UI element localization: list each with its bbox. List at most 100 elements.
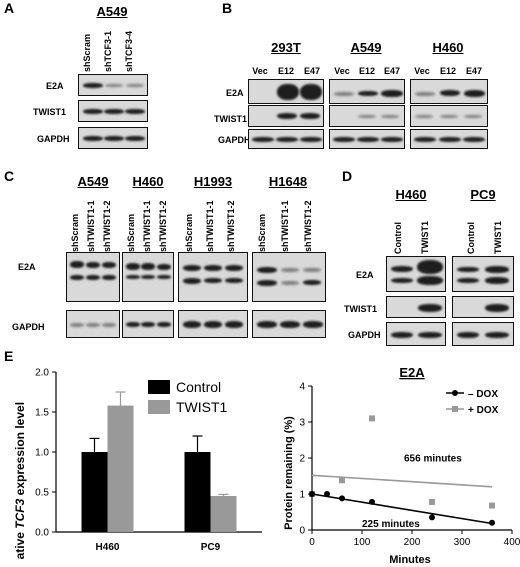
panel-b-lane-label: E12 bbox=[277, 66, 294, 76]
blot-d-pc9-e2a bbox=[452, 256, 514, 292]
bar-y-tick-label: 1.5 bbox=[35, 408, 49, 419]
data-point bbox=[309, 491, 315, 497]
decay-x-tick-label: 200 bbox=[404, 537, 421, 548]
bar-category-label: H460 bbox=[96, 542, 120, 553]
blot-d-h460-gapdh bbox=[386, 322, 446, 346]
data-point bbox=[489, 519, 495, 526]
legend-swatch bbox=[148, 380, 170, 394]
blot-c-h460-gapdh bbox=[122, 310, 174, 338]
panel-a-cell-line: A549 bbox=[96, 4, 128, 19]
blot-d-pc9-twist1 bbox=[452, 296, 514, 318]
panel-b-cell-line: A549 bbox=[350, 40, 382, 55]
panel-label-d: D bbox=[342, 168, 353, 184]
data-point bbox=[429, 498, 435, 505]
bar bbox=[107, 405, 134, 532]
blot-a-twist1 bbox=[78, 100, 148, 122]
blot-d-h460-twist1 bbox=[386, 296, 446, 318]
decay-y-tick-label: 2 bbox=[299, 454, 305, 465]
blot-c-a549-gapdh bbox=[66, 310, 120, 338]
decay-x-tick-label: 300 bbox=[454, 537, 471, 548]
decay-chart-x-axis-label: Minutes bbox=[389, 554, 431, 566]
tcf3-expression-bar-chart: Relative TCF3 expression level 0.0 0.5 1.0… bbox=[13, 368, 262, 560]
blot-b-h460-gapdh bbox=[410, 129, 488, 149]
decay-y-tick-label: 0 bbox=[299, 526, 305, 537]
blot-b-293t-twist1 bbox=[248, 105, 324, 127]
panel-d-row-label: GAPDH bbox=[348, 330, 381, 340]
half-life-annotation: 225 minutes bbox=[362, 519, 420, 530]
panel-d-lane-label: Control bbox=[466, 222, 476, 254]
decay-y-tick-label: 1 bbox=[299, 490, 305, 501]
panel-b-lane-label: E47 bbox=[383, 66, 400, 76]
panel-c-lane-label: shTWIST1-1 bbox=[280, 200, 290, 252]
panel-b-lane-label: E12 bbox=[358, 66, 375, 76]
y-label-gene: TCF3 bbox=[13, 498, 27, 528]
bar-y-tick-label: 0.0 bbox=[35, 528, 49, 539]
blot-d-pc9-gapdh bbox=[452, 322, 514, 346]
panel-b-lane-label: Vec bbox=[252, 66, 268, 76]
panel-b-row-label: GAPDH bbox=[218, 135, 251, 145]
data-point bbox=[339, 495, 345, 502]
legend-marker bbox=[452, 390, 458, 396]
panel-c-cell-line: A549 bbox=[77, 174, 109, 189]
blot-c-h460-e2a bbox=[122, 252, 174, 302]
decay-x-tick-label: 0 bbox=[309, 537, 315, 548]
panel-d-cell-line: PC9 bbox=[470, 187, 496, 202]
legend-label: + DOX bbox=[468, 405, 499, 416]
panel-a-lane-label: shScram bbox=[82, 33, 92, 72]
panel-c-cell-line: H1648 bbox=[268, 174, 308, 189]
panel-c-lane-label: shTWIST1-1 bbox=[205, 200, 215, 252]
data-point bbox=[429, 514, 435, 521]
panel-b-cell-line: 293T bbox=[271, 40, 301, 55]
e2a-decay-scatter-plot: E2A Protein remaining (%) Minutes 012340… bbox=[283, 365, 520, 566]
panel-c-lane-label: shTWIST1-2 bbox=[226, 200, 236, 252]
decay-chart-y-axis-label: Protein remaining (%) bbox=[283, 416, 295, 530]
y-label-part: expression level bbox=[13, 402, 27, 499]
panel-b-row-label: TWIST1 bbox=[214, 114, 247, 124]
panel-d-lane-label: TWIST1 bbox=[420, 221, 430, 254]
data-point bbox=[369, 498, 375, 505]
data-point bbox=[369, 415, 375, 422]
bar-y-tick-label: 1.0 bbox=[35, 448, 49, 459]
bar bbox=[210, 496, 237, 532]
blot-a-e2a bbox=[78, 74, 148, 96]
panel-c-lane-label: shScram bbox=[257, 213, 267, 252]
fit-line bbox=[311, 474, 493, 488]
panel-a-row-label: TWIST1 bbox=[33, 107, 66, 117]
panel-d-cell-line: H460 bbox=[395, 187, 427, 202]
half-life-annotation: 656 minutes bbox=[404, 453, 462, 464]
blot-b-h460-twist1 bbox=[410, 105, 488, 127]
panel-a-lane-label: shTCF3-1 bbox=[103, 30, 113, 72]
panel-label-c: C bbox=[4, 168, 15, 184]
panel-c-lane-label: shTWIST1-1 bbox=[142, 200, 152, 252]
svg-text:Relative TCF3 expression level: Relative TCF3 expression level bbox=[13, 402, 27, 560]
bar-y-tick-label: 0.5 bbox=[35, 488, 49, 499]
decay-y-tick-label: 3 bbox=[299, 418, 305, 429]
blot-a-gapdh bbox=[78, 127, 148, 149]
data-point bbox=[324, 491, 330, 497]
panel-a-lane-label: shTCF3-4 bbox=[124, 30, 134, 72]
panel-c-lane-label: shScram bbox=[184, 213, 194, 252]
legend-label: TWIST1 bbox=[176, 399, 228, 415]
panel-d-lane-label: TWIST1 bbox=[493, 221, 503, 254]
bar-category-label: PC9 bbox=[201, 542, 221, 553]
blot-d-h460-e2a bbox=[386, 256, 446, 292]
panel-c-row-label: GAPDH bbox=[12, 322, 45, 332]
panel-c-cell-line: H460 bbox=[132, 174, 164, 189]
panel-c-cell-line: H1993 bbox=[193, 174, 233, 189]
panel-a-row-label: E2A bbox=[46, 81, 64, 91]
panel-label-e: E bbox=[4, 348, 14, 364]
panel-label-a: A bbox=[4, 0, 15, 16]
panel-d-lane-label: Control bbox=[393, 222, 403, 254]
panel-label-b: B bbox=[222, 0, 233, 16]
blot-b-293t-e2a bbox=[248, 79, 324, 104]
bar-chart-y-axis-label: Relative TCF3 expression level bbox=[13, 402, 27, 560]
legend-swatch bbox=[148, 400, 170, 414]
panel-b-lane-label: Vec bbox=[414, 66, 430, 76]
bar-y-tick-label: 2.0 bbox=[35, 368, 49, 379]
panel-b-row-label: E2A bbox=[226, 88, 244, 98]
y-label-part: Relative bbox=[13, 529, 27, 560]
legend-marker bbox=[452, 406, 458, 412]
panel-b-cell-line: H460 bbox=[432, 40, 464, 55]
panel-c-row-label: E2A bbox=[18, 262, 36, 272]
panel-a-row-label: GAPDH bbox=[37, 134, 70, 144]
